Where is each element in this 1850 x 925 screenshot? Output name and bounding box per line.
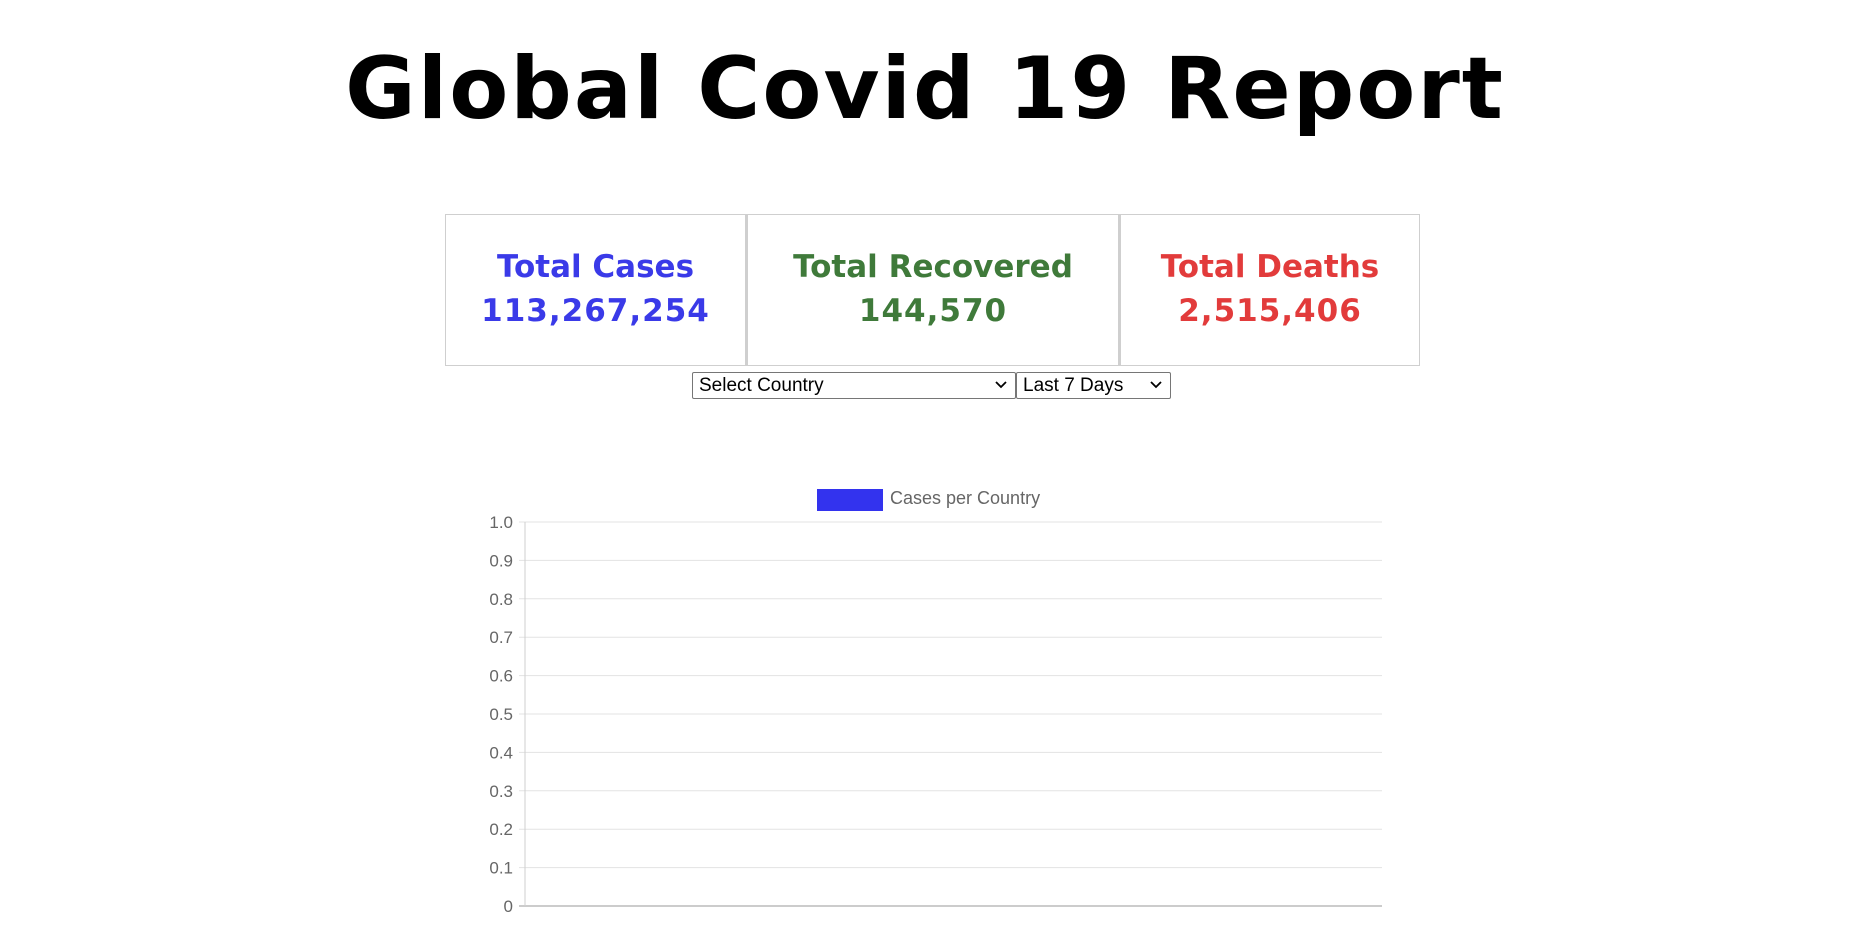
cases-chart-svg: Cases per Country 1.0 0.9 0.8 0.7 0.6 0.5 0.4 0.… [489,488,1382,916]
y-tick-label: 0.5 [489,705,513,724]
country-select[interactable]: Select Country [692,372,1016,399]
total-deaths-value: 2,515,406 [1178,293,1362,329]
total-recovered-value: 144,570 [858,293,1008,329]
period-select-value: Last 7 Days [1023,374,1124,396]
filter-controls: Select Country Last 7 Days [692,372,1171,399]
total-cases-card: Total Cases 113,267,254 [445,214,746,366]
y-tick-label: 0.2 [489,820,513,839]
total-deaths-label: Total Deaths [1160,249,1380,285]
country-select-value: Select Country [699,374,824,396]
total-deaths-card: Total Deaths 2,515,406 [1119,214,1420,366]
page-title: Global Covid 19 Report [345,39,1505,139]
total-recovered-label: Total Recovered [793,249,1073,285]
y-tick-label: 0 [504,897,513,916]
legend-label: Cases per Country [890,488,1040,508]
chevron-down-icon [1150,381,1162,389]
y-tick-label: 0.3 [489,782,513,801]
period-select[interactable]: Last 7 Days [1016,372,1171,399]
total-recovered-card: Total Recovered 144,570 [746,214,1119,366]
chevron-down-icon [995,381,1007,389]
y-tick-label: 0.8 [489,590,513,609]
cases-chart: Cases per Country 1.0 0.9 0.8 0.7 0.6 0.5 0.4 0.… [470,480,1400,925]
legend-swatch [817,489,883,511]
y-tick-label: 0.4 [489,743,513,762]
y-tick-label: 0.6 [489,667,513,686]
y-tick-label: 0.7 [489,628,513,647]
y-tick-label: 0.1 [489,859,513,878]
stats-panel: Total Cases 113,267,254 Total Recovered … [445,214,1420,366]
total-cases-value: 113,267,254 [481,293,710,329]
total-cases-label: Total Cases [496,249,695,285]
y-tick-label: 0.9 [489,551,513,570]
y-tick-label: 1.0 [489,513,513,532]
